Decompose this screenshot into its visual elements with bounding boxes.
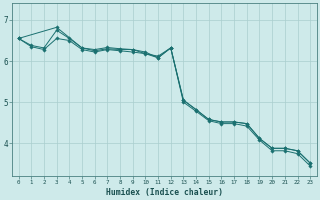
X-axis label: Humidex (Indice chaleur): Humidex (Indice chaleur) xyxy=(106,188,223,197)
